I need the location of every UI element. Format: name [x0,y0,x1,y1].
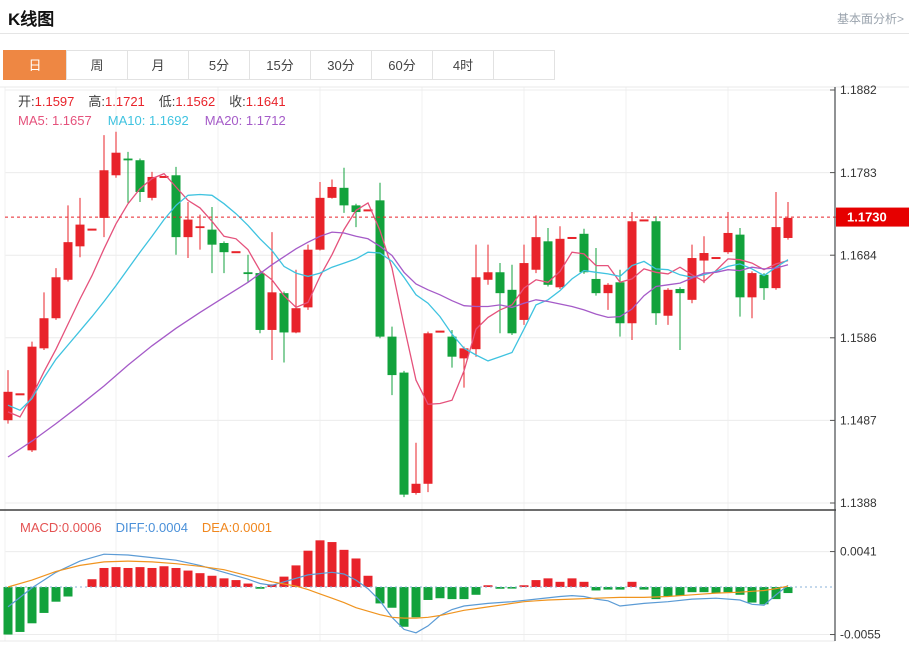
low-value: 1.1562 [175,94,216,109]
svg-text:1.1586: 1.1586 [840,331,877,345]
svg-text:0.0041: 0.0041 [840,545,877,559]
page-title: K线图 [8,10,55,29]
tab-4hour[interactable]: 4时 [432,50,494,80]
ma20-legend: MA20: 1.1712 [204,113,286,128]
dea_line [7,560,789,619]
tab-15min[interactable]: 15分 [249,50,311,80]
diff_line [7,553,789,634]
line-MA20 [7,231,789,458]
candles-layer [3,131,793,498]
diff-value: DIFF:0.0004 [115,520,188,535]
macd-value: MACD:0.0006 [20,520,102,535]
svg-text:-0.0055: -0.0055 [840,628,881,642]
current-price-box: 1.1730 [836,207,909,227]
svg-text:1.1388: 1.1388 [840,496,877,510]
ohlc-legend: 开:1.1597 高:1.1721 低:1.1562 收:1.1641 MA5: 1.… [18,92,300,130]
macd-lines-layer [7,553,789,634]
tab-filler [493,50,555,80]
ma-lines-layer [7,172,789,458]
high-label: 高: [88,94,106,109]
low-label: 低: [158,94,176,109]
grid-layer [0,86,909,642]
tab-month[interactable]: 月 [127,50,189,80]
ohlc-row: 开:1.1597 高:1.1721 低:1.1562 收:1.1641 [18,92,300,111]
header: K线图 基本面分析> [0,0,909,34]
period-tabs: 日 周 月 5分 15分 30分 60分 4时 [3,50,555,80]
line-MA5 [7,172,789,418]
svg-text:1.1487: 1.1487 [840,414,877,428]
close-label: 收: [229,94,246,109]
tab-day[interactable]: 日 [3,50,67,80]
ma10-legend: MA10: 1.1692 [107,113,189,128]
svg-text:1.1684: 1.1684 [840,248,877,262]
dea-value: DEA:0.0001 [201,520,273,535]
ma5-legend: MA5: 1.1657 [18,113,92,128]
fundamental-analysis-link[interactable]: 基本面分析> [836,12,904,26]
tab-30min[interactable]: 30分 [310,50,372,80]
svg-text:1.1783: 1.1783 [840,166,877,180]
open-value: 1.1597 [34,94,75,109]
open-label: 开: [18,94,35,109]
svg-text:1.1882: 1.1882 [840,83,877,97]
macd-legend: MACD:0.0006 DIFF:0.0004 DEA:0.0001 [20,520,272,535]
tab-60min[interactable]: 60分 [371,50,433,80]
high-value: 1.1721 [105,94,145,109]
price-axis: 1.1882 1.1783 1.1684 1.1586 1.1487 1.1388 0.00… [830,83,881,642]
line-MA10 [7,193,789,411]
svg-text:1.1730: 1.1730 [847,210,887,225]
macd-histogram-layer [3,540,793,635]
tab-5min[interactable]: 5分 [188,50,250,80]
ma-row: MA5: 1.1657 MA10: 1.1692 MA20: 1.1712 [18,111,300,130]
close-value: 1.1641 [245,94,286,109]
tab-week[interactable]: 周 [66,50,128,80]
